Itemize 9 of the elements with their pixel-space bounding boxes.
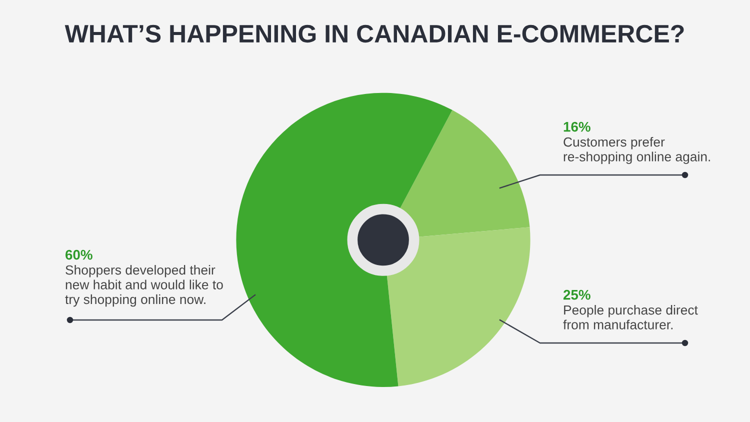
chart-title: WHAT’S HAPPENING IN CANADIAN E-COMMERCE? [64,24,684,43]
donut-slice [386,227,530,386]
slice-label: Shoppers developed their new habit and would like to try shopping online now. [65,265,223,307]
data-label: 16% [564,122,590,132]
slice-label: Customers prefer re-shopping online again. [564,137,710,164]
data-label: 60% [66,250,92,260]
slice-label: People purchase direct from manufacturer. [563,305,698,330]
data-label: 25% [563,290,590,300]
donut-slice [236,92,452,387]
